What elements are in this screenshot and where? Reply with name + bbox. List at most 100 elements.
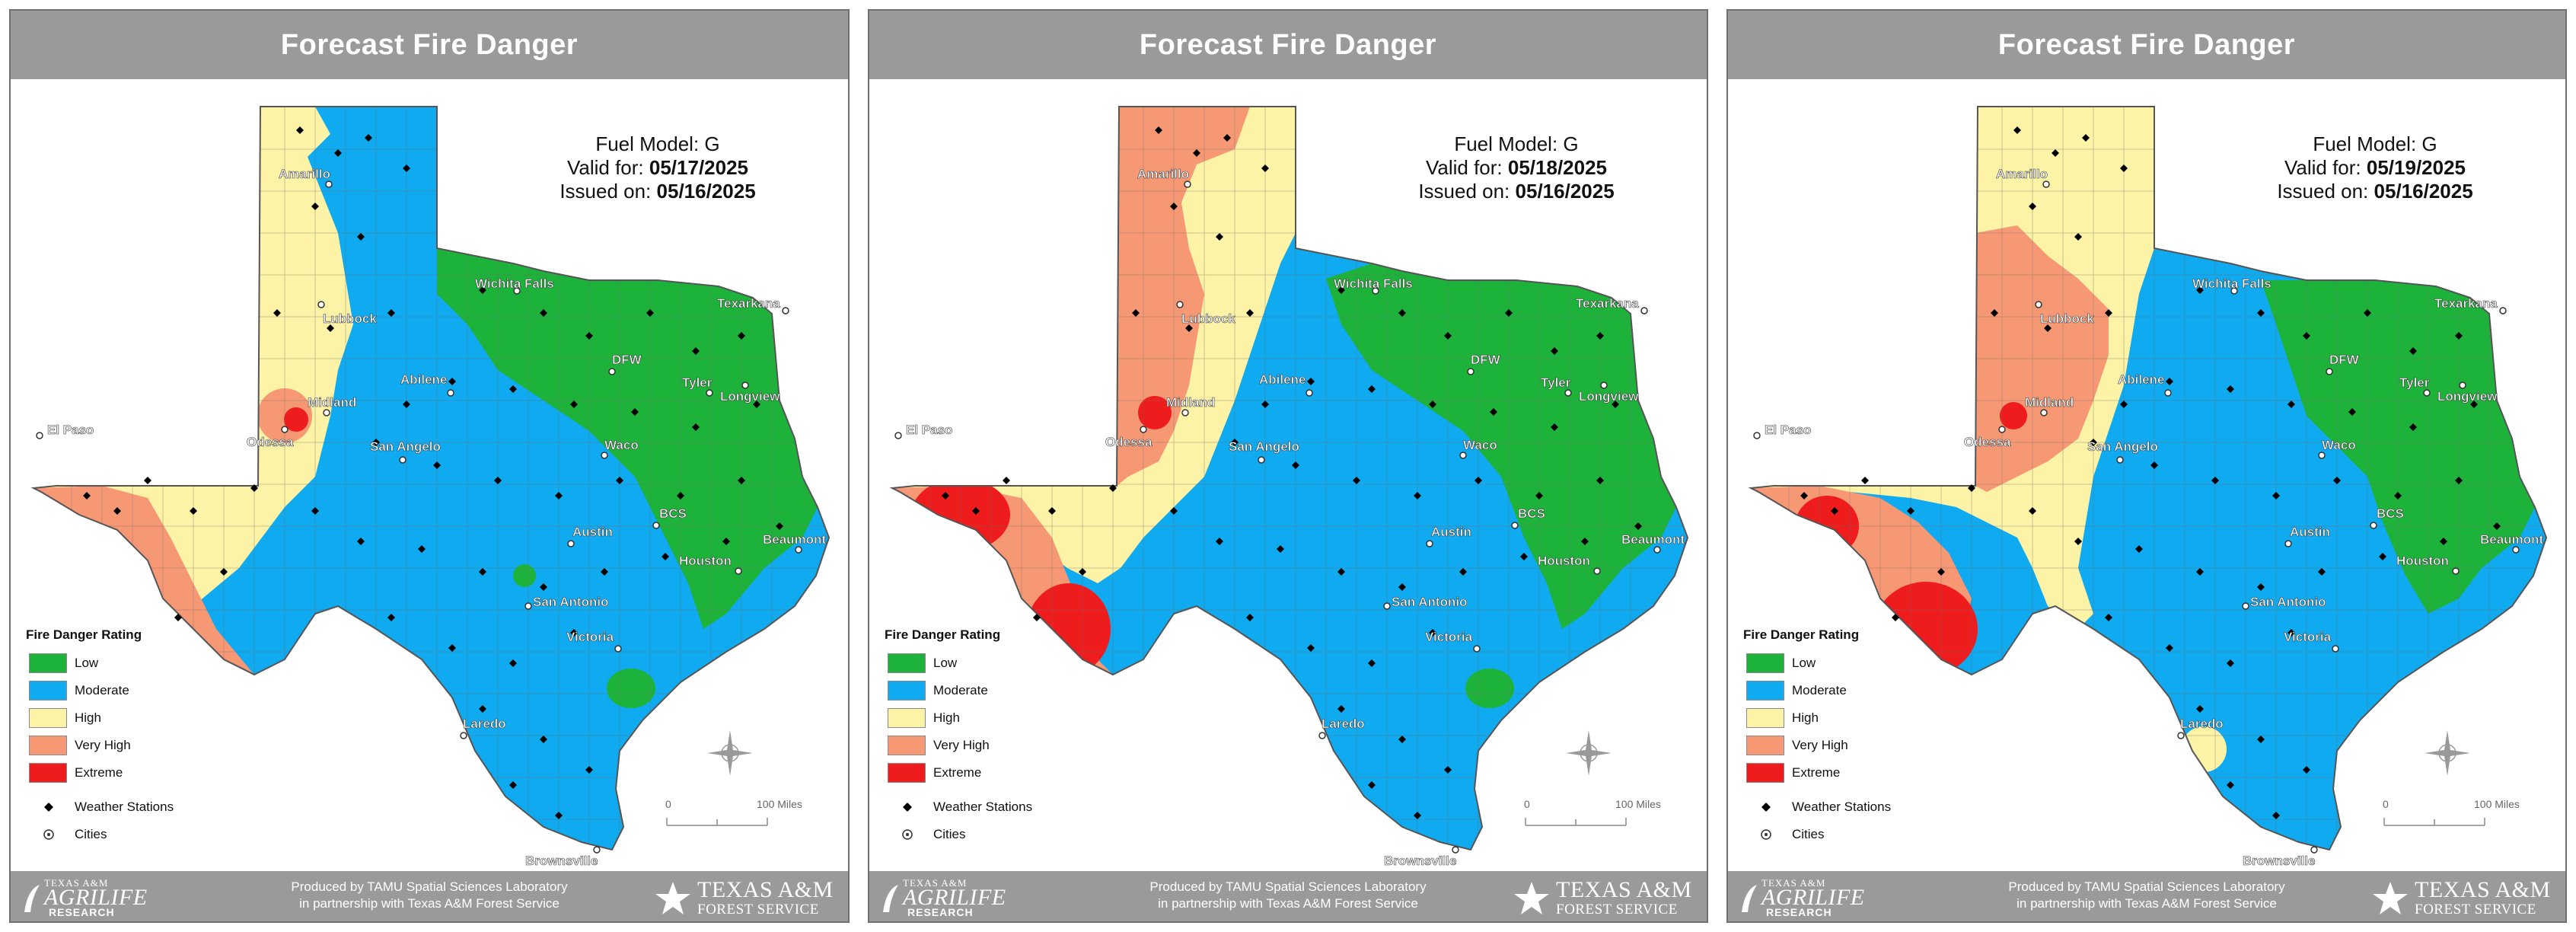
zone-low bbox=[437, 248, 818, 629]
zone-low bbox=[2261, 280, 2535, 614]
city-label-el-paso: El Paso bbox=[906, 423, 952, 437]
legend-label: Extreme bbox=[1792, 765, 1841, 780]
agrilife-top: TEXAS A&M bbox=[1761, 877, 1826, 889]
legend-swatch bbox=[29, 681, 67, 701]
weather-station-icon bbox=[903, 803, 912, 812]
city-label-brownsville: Brownsville bbox=[2243, 854, 2315, 868]
legend-item-low: Low bbox=[26, 652, 224, 679]
forecast-info: Fuel Model: G Valid for: 05/19/2025 Issu… bbox=[2261, 132, 2489, 203]
panel-footer: TEXAS A&M AGRILIFE RESEARCH Produced by … bbox=[869, 871, 1707, 921]
zone-low bbox=[607, 669, 655, 708]
legend-item-high: High bbox=[885, 707, 1082, 734]
valid-label: Valid for: bbox=[566, 156, 644, 179]
city-label-texarkana: Texarkana bbox=[717, 296, 780, 311]
city-label-dfw: DFW bbox=[2329, 353, 2360, 367]
city-label-longview: Longview bbox=[720, 389, 780, 404]
city-label-houston: Houston bbox=[1538, 554, 1590, 568]
city-label-waco: Waco bbox=[2322, 438, 2356, 452]
panel-title: Forecast Fire Danger bbox=[869, 11, 1707, 79]
city-label-wichita-falls: Wichita Falls bbox=[1334, 276, 1413, 291]
texas-outline bbox=[889, 106, 1689, 851]
legend-label: High bbox=[1792, 710, 1819, 725]
legend-label: Moderate bbox=[75, 683, 129, 697]
zone-low bbox=[513, 564, 536, 587]
legend-item-low: Low bbox=[885, 652, 1082, 679]
texas-fire-danger-map: Amarillo Lubbock Wichita Falls Texarkana… bbox=[889, 106, 1689, 868]
weather-station-icon bbox=[44, 803, 53, 812]
texas-fire-danger-map: Amarillo Lubbock Wichita Falls Texarkana… bbox=[1748, 106, 2548, 869]
city-label-houston: Houston bbox=[679, 554, 732, 568]
panel-footer: TEXAS A&M AGRILIFE RESEARCH Produced by … bbox=[11, 871, 848, 921]
city-label-el-paso: El Paso bbox=[1765, 423, 1811, 437]
forecast-info: Fuel Model: G Valid for: 05/17/2025 Issu… bbox=[544, 132, 772, 203]
texas-outline bbox=[1748, 106, 2548, 851]
zone-high bbox=[892, 107, 1296, 583]
city-label-lubbock: Lubbock bbox=[1181, 311, 1235, 326]
city-label-houston: Houston bbox=[2396, 554, 2449, 568]
scale-zero-label: 0 bbox=[665, 798, 671, 810]
legend-title: Fire Danger Rating bbox=[1743, 627, 1860, 642]
city-labels: Amarillo Lubbock Wichita Falls Texarkana… bbox=[47, 167, 827, 869]
city-label-victoria: Victoria bbox=[2284, 630, 2332, 644]
texas-fire-danger-map: Amarillo Lubbock Wichita Falls Texarkana… bbox=[30, 106, 831, 869]
forecast-panel-1: Forecast Fire Danger bbox=[9, 9, 850, 923]
legend-label: Weather Stations bbox=[1792, 800, 1892, 814]
agrilife-main: AGRILIFE bbox=[903, 885, 1006, 910]
city-markers bbox=[894, 180, 1661, 854]
agrilife-bottom: RESEARCH bbox=[907, 906, 974, 918]
valid-label: Valid for: bbox=[1425, 156, 1503, 179]
city-label-san-angelo: San Angelo bbox=[2087, 439, 2158, 454]
legend-title: Fire Danger Rating bbox=[885, 627, 1001, 642]
agrilife-bottom: RESEARCH bbox=[1766, 906, 1832, 918]
credit-line-2: in partnership with Texas A&M Forest Ser… bbox=[2016, 896, 2277, 911]
fuel-model-value: G bbox=[2421, 132, 2437, 155]
city-label-laredo: Laredo bbox=[463, 717, 506, 731]
legend-label: Cities bbox=[75, 827, 107, 841]
legend-item-moderate: Moderate bbox=[26, 679, 224, 707]
zone-high bbox=[33, 107, 353, 606]
legend-swatch bbox=[1746, 681, 1784, 701]
agrilife-mark-icon bbox=[24, 885, 40, 912]
legend-title: Fire Danger Rating bbox=[26, 627, 142, 642]
tfs-line-1: TEXAS A&M bbox=[2415, 877, 2551, 902]
tfs-line-1: TEXAS A&M bbox=[697, 877, 834, 902]
city-markers bbox=[1753, 180, 2520, 854]
city-label-beaumont: Beaumont bbox=[2480, 532, 2543, 547]
legend-swatch bbox=[1746, 653, 1784, 673]
city-label-midland: Midland bbox=[1166, 395, 1215, 410]
city-label-abilene: Abilene bbox=[400, 372, 447, 387]
credit-text: Produced by TAMU Spatial Sciences Labora… bbox=[869, 879, 1707, 912]
legend-cities: Cities bbox=[885, 824, 1082, 851]
legend-item-very-high: Very High bbox=[26, 734, 224, 761]
legend: Fire Danger Rating Low Moderate High Ver… bbox=[885, 627, 1082, 851]
tfs-logo: TEXAS A&M FOREST SERVICE bbox=[655, 876, 837, 918]
legend-swatch bbox=[888, 653, 926, 673]
city-label-victoria: Victoria bbox=[1425, 630, 1473, 644]
legend-label: Moderate bbox=[933, 683, 988, 697]
legend-label: Low bbox=[933, 656, 958, 670]
agrilife-mark-icon bbox=[1742, 885, 1757, 912]
legend-label: Very High bbox=[75, 738, 131, 752]
city-label-bcs: BCS bbox=[1518, 506, 1545, 521]
legend-swatch bbox=[888, 763, 926, 783]
forecast-info: Fuel Model: G Valid for: 05/18/2025 Issu… bbox=[1402, 132, 1631, 203]
city-label-midland: Midland bbox=[308, 395, 356, 410]
issued-label: Issued on: bbox=[1418, 180, 1510, 203]
legend-label: High bbox=[75, 710, 101, 725]
compass-rose-icon bbox=[2425, 730, 2470, 776]
city-label-lubbock: Lubbock bbox=[323, 311, 377, 326]
panel-title: Forecast Fire Danger bbox=[11, 11, 848, 79]
city-labels: Amarillo Lubbock Wichita Falls Texarkana… bbox=[1765, 167, 2544, 869]
legend: Fire Danger Rating Low Moderate High Ver… bbox=[1743, 627, 1941, 851]
scale-bar: 0 100 Miles bbox=[665, 798, 818, 836]
city-label-lubbock: Lubbock bbox=[2040, 311, 2094, 326]
valid-label: Valid for: bbox=[2284, 156, 2361, 179]
city-label-odessa: Odessa bbox=[1964, 435, 2011, 449]
legend-item-very-high: Very High bbox=[885, 734, 1082, 761]
scale-bar-line bbox=[1525, 818, 1627, 826]
legend-item-high: High bbox=[26, 707, 224, 734]
agrilife-logo: TEXAS A&M AGRILIFE RESEARCH bbox=[880, 876, 1006, 918]
legend-label: Moderate bbox=[1792, 683, 1847, 697]
tfs-line-2: FOREST SERVICE bbox=[697, 902, 819, 918]
compass-rose-icon bbox=[707, 730, 753, 776]
